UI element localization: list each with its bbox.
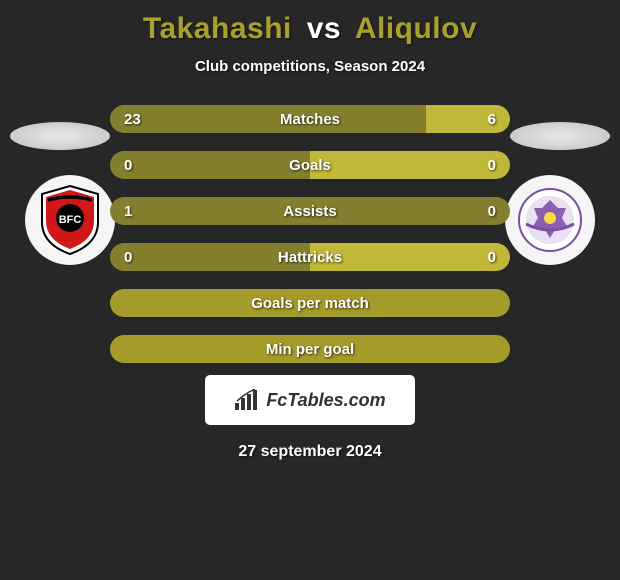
stat-row: Min per goal	[110, 335, 510, 363]
stat-row: 0 0 Hattricks	[110, 243, 510, 271]
stat-row: 23 6 Matches	[110, 105, 510, 133]
stat-value-left: 23	[124, 111, 141, 128]
stat-fill-right	[310, 151, 510, 179]
player-right-name: Aliqulov	[355, 12, 477, 45]
player-left-name: Takahashi	[143, 12, 292, 45]
stat-label: Hattricks	[278, 249, 342, 266]
stat-value-right: 0	[488, 203, 496, 220]
club-badge-left: BFC	[25, 175, 115, 265]
stat-label: Min per goal	[266, 341, 354, 358]
date-text: 27 september 2024	[0, 443, 620, 461]
chart-icon	[234, 389, 260, 411]
subtitle: Club competitions, Season 2024	[0, 58, 620, 75]
page-title: Takahashi vs Aliqulov	[0, 0, 620, 46]
stat-row: 1 0 Assists	[110, 197, 510, 225]
club-crest-right-icon	[518, 184, 582, 256]
club-badge-right	[505, 175, 595, 265]
stat-value-right: 0	[488, 249, 496, 266]
stat-row: Goals per match	[110, 289, 510, 317]
branding-card: FcTables.com	[205, 375, 415, 425]
club-crest-left-icon: BFC	[38, 184, 102, 256]
svg-text:BFC: BFC	[59, 214, 82, 226]
stat-label: Assists	[283, 203, 336, 220]
stat-value-right: 6	[488, 111, 496, 128]
vs-text: vs	[307, 12, 341, 45]
stat-row: 0 0 Goals	[110, 151, 510, 179]
flag-left-placeholder-icon	[10, 122, 110, 150]
stat-value-left: 0	[124, 157, 132, 174]
stat-fill-right	[426, 105, 510, 133]
branding-text: FcTables.com	[266, 390, 385, 411]
stat-label: Matches	[280, 111, 340, 128]
stat-label: Goals	[289, 157, 331, 174]
flag-right-placeholder-icon	[510, 122, 610, 150]
stat-value-right: 0	[488, 157, 496, 174]
stat-label: Goals per match	[251, 295, 369, 312]
stat-value-left: 1	[124, 203, 132, 220]
stat-fill-left	[110, 151, 310, 179]
stat-value-left: 0	[124, 249, 132, 266]
stat-fill-left	[110, 105, 426, 133]
